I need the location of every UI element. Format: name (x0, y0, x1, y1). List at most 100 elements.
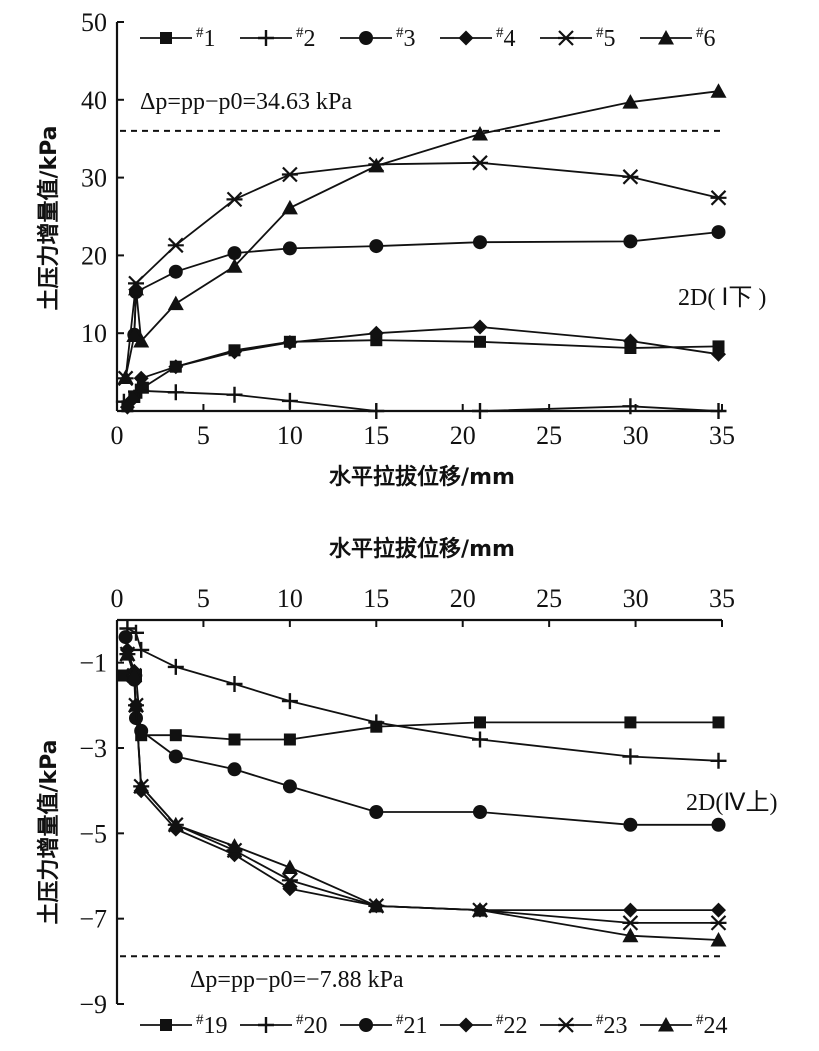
chart-bottom-x-tick-label: 20 (450, 584, 476, 613)
chart-top-legend-marker (256, 28, 276, 48)
chart-top-point-5 (280, 166, 299, 183)
chart-bottom-point-23 (709, 914, 728, 932)
chart-bottom-point-22 (622, 902, 638, 918)
chart-bottom-x-axis-label: 水平拉拔位移/mm (329, 536, 515, 562)
chart-top-annotation: Δp=pp−p0=34.63 kPa (140, 89, 352, 115)
chart-top-x-tick-label: 20 (450, 421, 476, 450)
chart-bottom-y-tick-label: −1 (79, 649, 107, 678)
chart-top-x-tick-label: 35 (709, 421, 735, 450)
chart-bottom-region-label: 2D(Ⅳ上) (686, 789, 777, 816)
chart-bottom-marks: 0 5 10 15 20 25 30 35 −1 −3 −5 −7 −9 #19 #20 #21 #22 #23 #… (79, 584, 735, 1039)
chart-top-point-2 (280, 391, 300, 411)
chart-top-point-3 (227, 246, 242, 261)
chart-bottom-legend-label: #22 (496, 1012, 528, 1039)
chart-bottom-y-tick-label: −9 (79, 990, 107, 1019)
chart-bottom-x-tick-label: 25 (536, 584, 562, 613)
chart-top-point-5 (709, 189, 728, 206)
chart-bottom-annotation: Δp=pp−p0=−7.88 kPa (190, 967, 404, 993)
chart-bottom-point-19 (169, 729, 182, 742)
chart-bottom-series-line-20 (126, 627, 719, 762)
chart-bottom-y-tick-label: −5 (79, 819, 107, 848)
chart-top-point-3 (711, 225, 726, 240)
chart-top-legend-label: #2 (296, 25, 316, 52)
chart-top-point-3 (369, 239, 384, 254)
chart-top-marks: 0 5 10 15 20 25 30 35 10 20 30 40 50 #1 #2 #3 #4 #5 #6 (81, 8, 735, 450)
chart-top-x-axis-label: 水平拉拔位移/mm (329, 464, 515, 490)
chart-bottom-legend-label: #20 (296, 1012, 328, 1039)
chart-top-point-5 (621, 168, 640, 185)
chart-top-y-tick-label: 30 (81, 164, 107, 193)
chart-bottom-point-21 (118, 630, 133, 645)
chart-bottom-x-tick-label: 35 (709, 584, 735, 613)
chart-bottom-point-21 (369, 805, 384, 819)
chart-bottom-point-24 (281, 859, 298, 874)
chart-bottom-point-19 (712, 716, 725, 729)
chart-top-x-tick-label: 25 (536, 421, 562, 450)
chart-top-point-4 (472, 319, 488, 335)
chart-bottom-x-tick-label: 0 (111, 584, 124, 613)
chart-bottom-legend-marker (556, 1016, 576, 1034)
chart-top-legend-label: #6 (696, 25, 716, 52)
chart-bottom-point-20 (709, 751, 728, 770)
chart-bottom-x-tick-label: 15 (363, 584, 389, 613)
chart-top-y-tick-label: 40 (81, 86, 107, 115)
chart-top-point-3 (282, 241, 297, 256)
chart-top-x-tick-label: 10 (277, 421, 303, 450)
chart-bottom-point-21 (623, 817, 638, 832)
chart-top-point-5 (166, 237, 185, 254)
chart-bottom-point-19 (474, 716, 486, 729)
chart-bottom-y-tick-label: −3 (79, 734, 107, 763)
chart-bottom-point-21 (227, 762, 242, 777)
chart-top-point-2 (166, 383, 186, 402)
chart-bottom-point-21 (711, 817, 726, 832)
chart-bottom-series-line-23 (126, 653, 719, 924)
chart-bottom-legend-marker (160, 1019, 172, 1031)
chart-bottom-y-axis-label: 土压力增量值/kPa (36, 739, 62, 924)
chart-top-legend-marker (458, 30, 474, 46)
chart-bottom-point-21 (134, 723, 149, 738)
chart-bottom-legend-marker (256, 1015, 276, 1035)
chart-top-point-2 (709, 401, 728, 421)
chart-bottom-point-22 (711, 902, 726, 918)
chart-bottom-point-21 (282, 779, 297, 794)
chart-top-point-3 (473, 235, 487, 250)
chart-top-legend-label: #3 (396, 25, 416, 52)
chart-bottom-point-20 (621, 747, 640, 766)
chart-bottom-point-20 (166, 657, 186, 677)
chart-top-series-line-4 (126, 326, 719, 408)
chart-bottom-point-22 (282, 881, 298, 897)
chart-top-point-2 (367, 401, 386, 421)
chart-top-point-3 (623, 234, 638, 249)
chart-top-x-tick-label: 30 (623, 421, 649, 450)
chart-bottom-point-21 (168, 749, 183, 764)
chart-top-x-tick-label: 5 (197, 421, 210, 450)
chart-top-x-tick-label: 15 (363, 421, 389, 450)
chart-bottom-point-20 (225, 674, 244, 694)
chart-bottom-point-19 (228, 733, 241, 746)
chart-bottom-legend-marker (458, 1017, 474, 1033)
chart-top-legend-label: #5 (596, 25, 616, 52)
chart-bottom-series-line-21 (124, 636, 719, 826)
chart-bottom-x-tick-label: 10 (277, 584, 303, 613)
chart-top-region-label: 2D( Ⅰ下 ) (678, 285, 766, 311)
chart-top-legend-label: #1 (196, 25, 216, 52)
chart-top-point-2 (470, 401, 490, 421)
chart-top-legend-marker (556, 29, 576, 47)
chart-bottom-point-20 (131, 640, 151, 660)
chart-bottom-series-line-22 (126, 649, 719, 911)
chart-top-point-2 (225, 385, 244, 404)
chart-top-y-tick-label: 10 (81, 319, 107, 348)
chart-top-legend-marker (359, 31, 373, 45)
chart-top-point-6 (710, 83, 727, 98)
chart-top-x-tick-label: 0 (111, 421, 124, 450)
chart-bottom-series-line-24 (126, 653, 719, 941)
chart-bottom-point-19 (624, 716, 637, 729)
chart-bottom-x-tick-label: 5 (197, 584, 210, 613)
chart-top-y-axis-label: 土压力增量值/kPa (36, 125, 62, 310)
chart-bottom-legend-label: #23 (596, 1012, 628, 1039)
chart-top-point-1 (474, 335, 486, 348)
chart-bottom-point-20 (280, 691, 300, 711)
chart-bottom-x-tick-label: 30 (623, 584, 649, 613)
chart-bottom-point-19 (283, 733, 296, 746)
chart-bottom-point-21 (473, 805, 487, 819)
